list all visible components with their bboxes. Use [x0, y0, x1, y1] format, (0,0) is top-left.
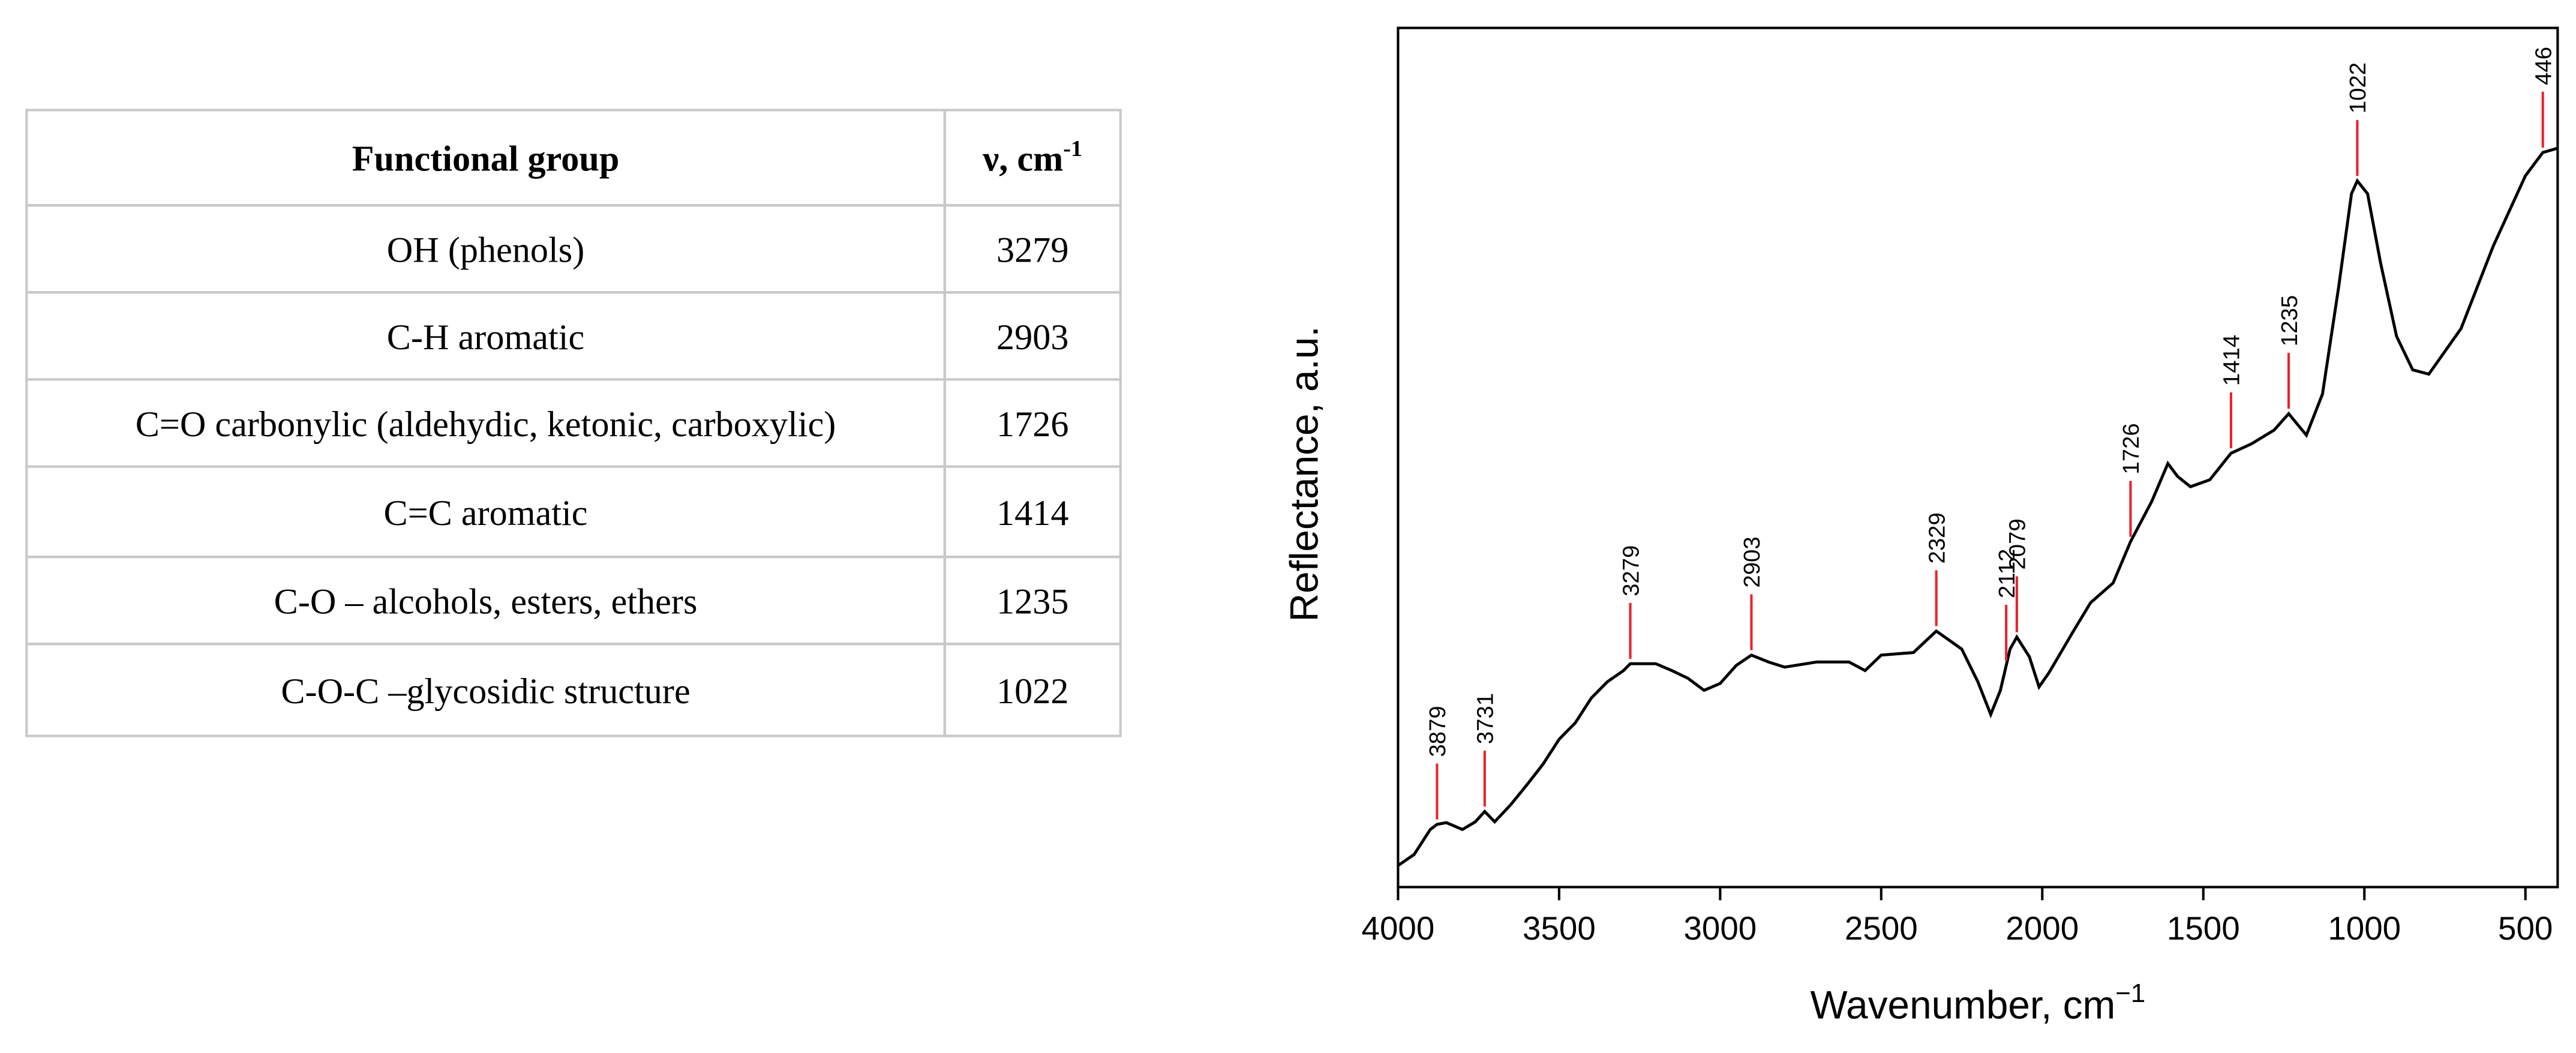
table-cell-text: C-O-C –glycosidic structure: [281, 671, 690, 712]
y-axis-label: Reflectance, a.u.: [1282, 326, 1326, 622]
spectrum-line: [1397, 146, 2559, 867]
table-cell-text: OH (phenols): [387, 230, 584, 271]
x-tick-label: 1000: [2328, 910, 2401, 947]
peak-label: 1235: [2277, 295, 2302, 346]
peak-label: 446: [2530, 47, 2556, 85]
table-cell-text: C-H aromatic: [387, 317, 584, 358]
peak-label: 1022: [2345, 62, 2371, 113]
table-cell-text: 3279: [996, 230, 1068, 271]
x-axis-label-sup: −1: [2115, 979, 2145, 1008]
x-tick-label: 500: [2498, 910, 2553, 947]
table-cell-text: 1235: [996, 582, 1068, 622]
table-cell-text: 1022: [996, 671, 1068, 712]
table-header: ν, cm-1: [982, 136, 1082, 179]
table-cell-text: 1726: [996, 404, 1068, 445]
x-axis-label-text: Wavenumber, cm: [1811, 983, 2116, 1027]
table: Functional group ν, cm-1 OH (phenols) 3279 C…: [25, 109, 1122, 737]
x-tick-label: 2000: [2005, 910, 2079, 947]
x-axis-label: Wavenumber, cm−1: [1811, 979, 2146, 1027]
x-tick-label: 1500: [2167, 910, 2240, 947]
peak-label: 3731: [1473, 693, 1499, 744]
x-tick-label: 3500: [1523, 910, 1596, 947]
table-cell-text: 2903: [996, 317, 1068, 358]
table-header: Functional group: [352, 139, 620, 179]
header-sup: -1: [1063, 136, 1082, 161]
peak-label: 2112: [1994, 549, 2020, 598]
peak-label: 3279: [1618, 545, 1644, 596]
table-cell-text: C=O carbonylic (aldehydic, ketonic, carb…: [136, 404, 836, 445]
plot-frame: [1397, 26, 2559, 889]
peak-label: 2079: [2005, 518, 2031, 569]
table-cell-text: C=C aromatic: [384, 493, 588, 533]
x-tick-label: 3000: [1683, 910, 1757, 947]
table-cell-text: C-O – alcohols, esters, ethers: [274, 582, 698, 622]
peak-label: 3879: [1425, 706, 1451, 757]
x-tick-label: 2500: [1845, 910, 1918, 947]
header-text: Functional group: [352, 139, 620, 179]
table-cell-text: 1414: [996, 493, 1068, 533]
chart: 4000 3500 3000 2500 2000 1500 1000 500 Wavenumbe…: [1282, 26, 2559, 1027]
table-cell: [943, 643, 1122, 737]
peak-label: 1726: [2118, 423, 2144, 474]
header-text: ν, cm: [982, 139, 1063, 179]
x-tick-label: 4000: [1362, 910, 1435, 947]
peak-label: 2329: [1924, 512, 1950, 563]
peak-label: 2903: [1739, 536, 1765, 587]
peak-label: 1414: [2219, 335, 2245, 386]
